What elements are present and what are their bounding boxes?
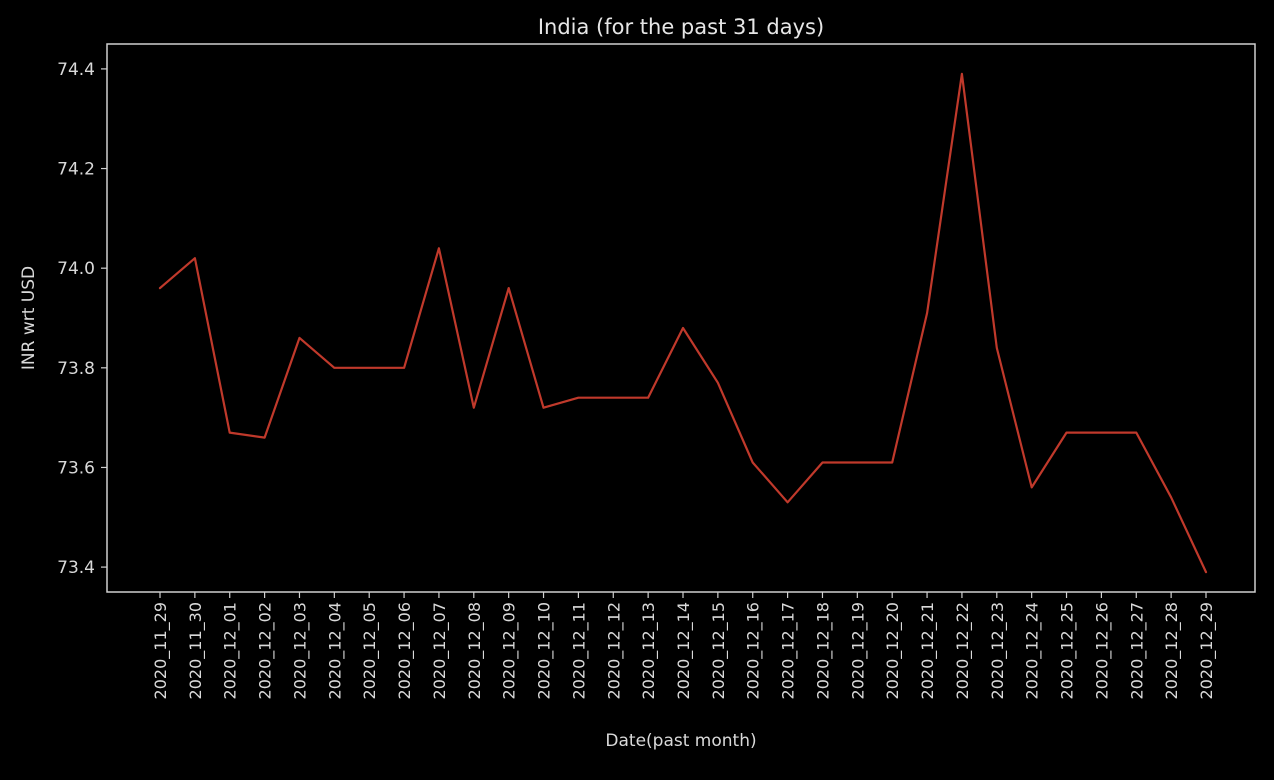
y-tick-label: 74.0 xyxy=(57,259,95,279)
x-tick-label: 2020_12_05 xyxy=(360,602,380,699)
x-tick-label: 2020_12_13 xyxy=(639,602,659,699)
x-tick-label: 2020_12_25 xyxy=(1058,602,1078,699)
y-axis: 73.4 73.6 73.8 74.0 74.2 74.4 xyxy=(57,60,107,578)
x-tick-label: 2020_12_27 xyxy=(1127,602,1147,699)
x-tick-label: 2020_12_24 xyxy=(1023,602,1043,699)
x-tick-label: 2020_12_12 xyxy=(604,602,624,699)
x-tick-label: 2020_12_11 xyxy=(569,602,589,699)
x-tick-label: 2020_12_17 xyxy=(779,602,799,699)
x-tick-label: 2020_12_21 xyxy=(918,602,938,699)
y-tick-label: 73.4 xyxy=(57,558,95,578)
x-tick-label: 2020_12_01 xyxy=(221,602,241,699)
series-line xyxy=(158,72,1208,574)
x-tick-label: 2020_12_04 xyxy=(325,602,345,699)
x-tick-label: 2020_12_28 xyxy=(1162,602,1182,699)
x-axis: 2020_11_29 2020_11_30 2020_12_01 2020_12_02… xyxy=(151,592,1217,699)
x-tick-label: 2020_12_16 xyxy=(744,602,764,699)
x-tick-label: 2020_12_19 xyxy=(848,602,868,699)
x-tick-label: 2020_12_07 xyxy=(430,602,450,699)
chart-title: India (for the past 31 days) xyxy=(538,15,824,39)
x-tick-label: 2020_12_14 xyxy=(674,602,694,699)
x-tick-label: 2020_12_18 xyxy=(813,602,833,699)
x-tick-label: 2020_12_15 xyxy=(709,602,729,699)
x-tick-label: 2020_12_22 xyxy=(953,602,973,699)
x-axis-label: Date(past month) xyxy=(605,731,756,751)
y-axis-label: INR wrt USD xyxy=(19,266,39,370)
y-tick-label: 74.4 xyxy=(57,60,95,80)
x-tick-label: 2020_12_08 xyxy=(465,602,485,699)
x-tick-label: 2020_12_02 xyxy=(256,602,276,699)
x-tick-label: 2020_12_09 xyxy=(500,602,520,699)
x-tick-label: 2020_12_23 xyxy=(988,602,1008,699)
x-tick-label: 2020_12_10 xyxy=(535,602,555,699)
x-tick-label: 2020_12_20 xyxy=(883,602,903,699)
x-tick-label: 2020_12_06 xyxy=(395,602,415,699)
x-tick-label: 2020_11_30 xyxy=(186,602,206,699)
x-tick-label: 2020_12_26 xyxy=(1092,602,1112,699)
x-tick-label: 2020_12_29 xyxy=(1197,602,1217,699)
y-tick-label: 74.2 xyxy=(57,160,95,180)
y-tick-label: 73.8 xyxy=(57,359,95,379)
x-tick-label: 2020_12_03 xyxy=(290,602,310,699)
x-tick-label: 2020_11_29 xyxy=(151,602,171,699)
plot-frame xyxy=(106,43,1256,593)
y-tick-label: 73.6 xyxy=(57,458,95,478)
